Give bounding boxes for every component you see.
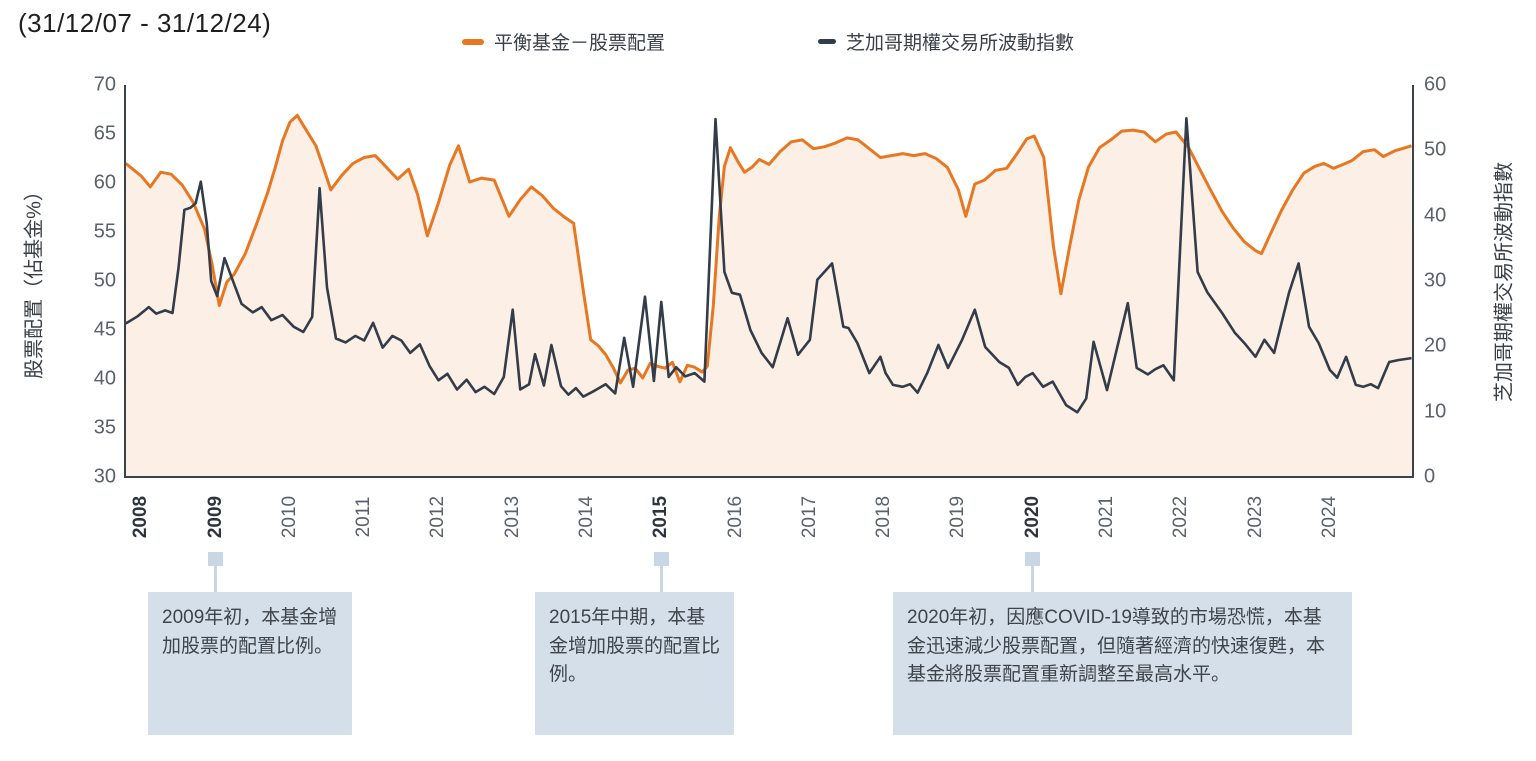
left-axis-title: 股票配置（佔基金%） [23, 181, 46, 379]
x-axis-tick-2008: 2008 [130, 495, 152, 539]
axis-frame [124, 85, 1414, 478]
legend-item-allocation: 平衡基金－股票配置 [462, 28, 665, 55]
x-axis-tick-2010: 2010 [278, 495, 300, 539]
left-axis-tick-35: 35 [93, 416, 116, 439]
x-axis-tick-2014: 2014 [576, 495, 598, 539]
legend-label-allocation: 平衡基金－股票配置 [494, 33, 666, 54]
vix-line-swatch-icon [818, 39, 836, 44]
callout-2015: 2015年中期，本基金增加股票的配置比例。 [535, 592, 734, 735]
right-axis-title: 芝加哥期權交易所波動指數 [1493, 162, 1516, 402]
x-axis-tick-2012: 2012 [427, 495, 449, 539]
x-axis-tick-2015: 2015 [650, 495, 672, 539]
right-axis-tick-30: 30 [1424, 269, 1447, 292]
callout-connector-line-2009 [214, 566, 218, 593]
callout-2015-text: 2015年中期，本基金增加股票的配置比例。 [549, 607, 721, 685]
left-axis-tick-70: 70 [93, 73, 116, 96]
callout-2020-text: 2020年初，因應COVID-19導致的市場恐慌，本基金迅速減少股票配置，但隨著… [907, 607, 1326, 685]
allocation-line-swatch-icon [462, 38, 484, 45]
callout-2009: 2009年初，本基金增加股票的配置比例。 [148, 592, 352, 735]
x-axis-tick-2018: 2018 [873, 495, 895, 539]
x-axis-tick-2020: 2020 [1021, 495, 1043, 539]
x-axis-tick-2016: 2016 [724, 495, 746, 539]
left-axis-tick-30: 30 [93, 465, 116, 488]
right-axis-tick-60: 60 [1424, 73, 1447, 96]
left-axis-tick-65: 65 [93, 122, 116, 145]
x-axis-tick-2009: 2009 [204, 495, 226, 539]
left-axis-tick-55: 55 [93, 220, 116, 243]
callout-connector-line-2020 [1031, 566, 1035, 593]
left-axis-tick-45: 45 [93, 318, 116, 341]
legend-label-vix: 芝加哥期權交易所波動指數 [846, 33, 1075, 54]
right-axis-tick-50: 50 [1424, 138, 1447, 161]
page-title: (31/12/07 - 31/12/24) [18, 8, 272, 38]
x-axis-tick-2023: 2023 [1244, 495, 1266, 539]
vix-line [125, 117, 1412, 414]
x-axis-tick-2011: 2011 [353, 496, 375, 538]
callout-connector-square-2020 [1025, 552, 1041, 566]
legend-item-vix: 芝加哥期權交易所波動指數 [818, 28, 1074, 55]
right-axis-tick-40: 40 [1424, 204, 1447, 227]
x-axis-tick-2019: 2019 [947, 495, 969, 539]
callout-connector-square-2009 [208, 552, 224, 566]
left-axis-tick-40: 40 [93, 367, 116, 390]
callout-connector-square-2015 [653, 552, 669, 566]
callout-connector-line-2015 [659, 566, 663, 593]
right-axis-tick-20: 20 [1424, 334, 1447, 357]
left-axis-tick-50: 50 [93, 269, 116, 292]
right-axis-tick-10: 10 [1424, 400, 1447, 423]
x-axis-tick-2024: 2024 [1318, 495, 1340, 539]
allocation-area-fill [125, 115, 1414, 478]
left-axis-tick-60: 60 [93, 171, 116, 194]
callout-2009-text: 2009年初，本基金增加股票的配置比例。 [162, 607, 338, 657]
right-axis-tick-0: 0 [1424, 465, 1436, 488]
callout-2020: 2020年初，因應COVID-19導致的市場恐慌，本基金迅速減少股票配置，但隨著… [893, 592, 1352, 735]
allocation-line [124, 113, 1412, 385]
x-axis-tick-2021: 2021 [1095, 495, 1117, 539]
x-axis-tick-2017: 2017 [798, 495, 820, 539]
x-axis-tick-2013: 2013 [501, 495, 523, 539]
x-axis-tick-2022: 2022 [1170, 495, 1192, 539]
